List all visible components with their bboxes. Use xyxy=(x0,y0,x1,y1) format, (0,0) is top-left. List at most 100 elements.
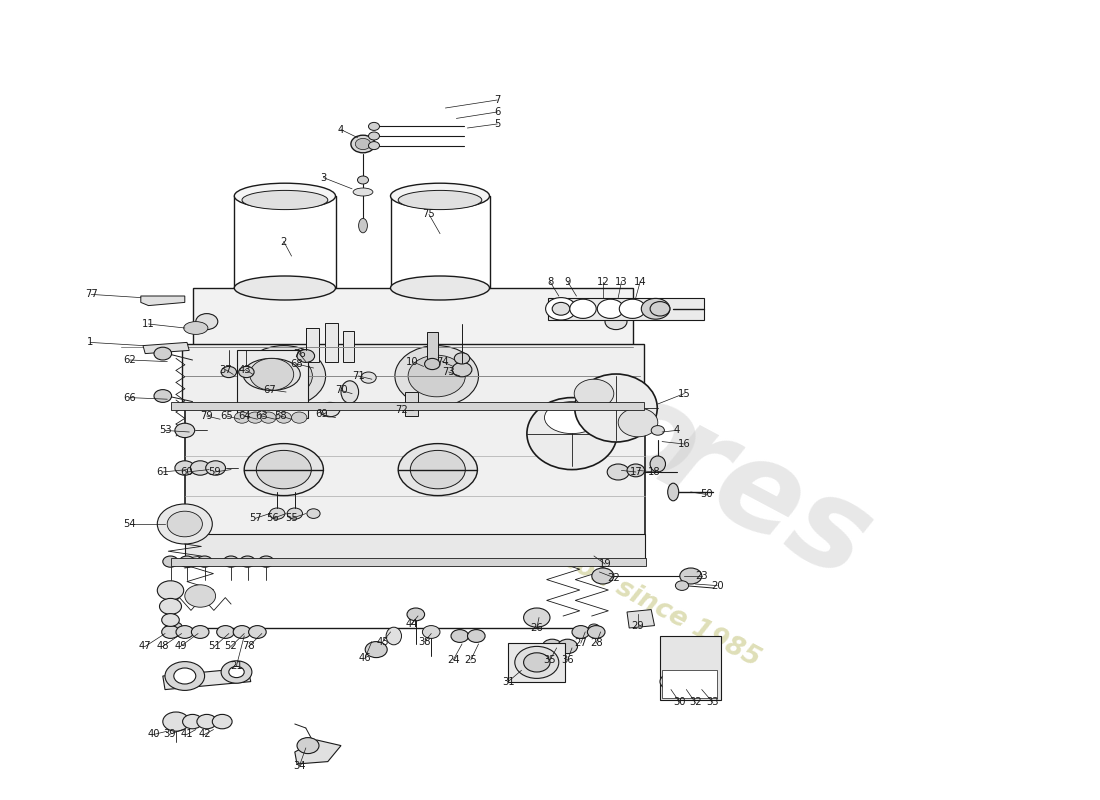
Text: a passion since 1985: a passion since 1985 xyxy=(478,504,764,672)
Polygon shape xyxy=(627,610,654,628)
Text: 78: 78 xyxy=(242,642,255,651)
Circle shape xyxy=(258,556,274,567)
Circle shape xyxy=(229,666,244,678)
Text: 46: 46 xyxy=(359,653,372,662)
Circle shape xyxy=(297,738,319,754)
Ellipse shape xyxy=(256,450,311,489)
Polygon shape xyxy=(143,342,189,354)
Circle shape xyxy=(425,358,440,370)
Text: 15: 15 xyxy=(678,389,691,398)
Text: 4: 4 xyxy=(338,125,344,134)
Text: 57: 57 xyxy=(249,514,262,523)
Text: 1: 1 xyxy=(87,338,94,347)
Circle shape xyxy=(174,668,196,684)
Circle shape xyxy=(592,568,614,584)
Bar xyxy=(192,288,632,348)
Text: 71: 71 xyxy=(352,371,365,381)
Ellipse shape xyxy=(355,138,371,150)
Circle shape xyxy=(185,585,216,607)
Polygon shape xyxy=(295,740,341,764)
Circle shape xyxy=(408,355,465,397)
Text: 41: 41 xyxy=(180,730,194,739)
Circle shape xyxy=(542,639,562,654)
Ellipse shape xyxy=(422,626,440,638)
Circle shape xyxy=(255,355,312,397)
Circle shape xyxy=(468,630,485,642)
Circle shape xyxy=(223,556,239,567)
Ellipse shape xyxy=(390,183,490,209)
Ellipse shape xyxy=(668,483,679,501)
Text: 58: 58 xyxy=(274,411,287,421)
Text: 20: 20 xyxy=(711,581,724,590)
Circle shape xyxy=(261,412,276,423)
Circle shape xyxy=(233,626,251,638)
Ellipse shape xyxy=(368,132,379,140)
Circle shape xyxy=(179,556,195,567)
Text: 48: 48 xyxy=(156,642,169,651)
Text: 18: 18 xyxy=(648,467,661,477)
Text: 23: 23 xyxy=(695,571,708,581)
Circle shape xyxy=(175,461,195,475)
Bar xyxy=(182,344,644,408)
Circle shape xyxy=(217,626,234,638)
Text: 69: 69 xyxy=(315,410,328,419)
Circle shape xyxy=(176,626,194,638)
Circle shape xyxy=(249,626,266,638)
Ellipse shape xyxy=(307,509,320,518)
Circle shape xyxy=(212,714,232,729)
Circle shape xyxy=(407,608,425,621)
Text: 77: 77 xyxy=(85,290,98,299)
Text: 30: 30 xyxy=(673,698,686,707)
Text: 49: 49 xyxy=(174,642,187,651)
Circle shape xyxy=(515,646,559,678)
Text: 2: 2 xyxy=(280,237,287,246)
Ellipse shape xyxy=(270,508,285,519)
Circle shape xyxy=(618,408,658,437)
Circle shape xyxy=(163,556,178,567)
Text: 55: 55 xyxy=(285,514,298,523)
Text: 60: 60 xyxy=(180,467,194,477)
Text: res: res xyxy=(639,394,890,606)
Bar xyxy=(508,643,565,682)
Polygon shape xyxy=(163,668,251,690)
Text: 62: 62 xyxy=(123,355,136,365)
Text: 63: 63 xyxy=(255,411,268,421)
Ellipse shape xyxy=(386,627,402,645)
Circle shape xyxy=(167,511,202,537)
Text: 27: 27 xyxy=(574,638,587,648)
Circle shape xyxy=(454,353,470,364)
Bar xyxy=(185,534,645,564)
Text: 22: 22 xyxy=(607,573,620,582)
Polygon shape xyxy=(141,296,185,306)
Circle shape xyxy=(597,299,624,318)
Text: 61: 61 xyxy=(156,467,169,477)
Circle shape xyxy=(546,298,576,320)
Text: euro: euro xyxy=(379,255,720,513)
Ellipse shape xyxy=(320,402,340,417)
Circle shape xyxy=(162,626,179,638)
Circle shape xyxy=(524,608,550,627)
Circle shape xyxy=(619,299,646,318)
Circle shape xyxy=(206,461,225,475)
Ellipse shape xyxy=(234,276,336,300)
Circle shape xyxy=(240,556,255,567)
Ellipse shape xyxy=(361,372,376,383)
Text: 25: 25 xyxy=(464,655,477,665)
Circle shape xyxy=(570,299,596,318)
Bar xyxy=(660,636,720,700)
Ellipse shape xyxy=(650,302,670,316)
Circle shape xyxy=(697,675,715,688)
Bar xyxy=(662,670,717,698)
Text: 17: 17 xyxy=(629,467,642,477)
Text: 45: 45 xyxy=(376,637,389,646)
Bar xyxy=(170,402,644,410)
Ellipse shape xyxy=(651,426,664,435)
Ellipse shape xyxy=(588,624,600,632)
Text: 10: 10 xyxy=(406,357,419,366)
Circle shape xyxy=(248,412,263,423)
Bar xyxy=(170,558,646,566)
Text: 26: 26 xyxy=(530,623,543,633)
Text: 19: 19 xyxy=(598,559,612,569)
Text: 13: 13 xyxy=(615,277,628,286)
Text: 5: 5 xyxy=(494,119,501,129)
